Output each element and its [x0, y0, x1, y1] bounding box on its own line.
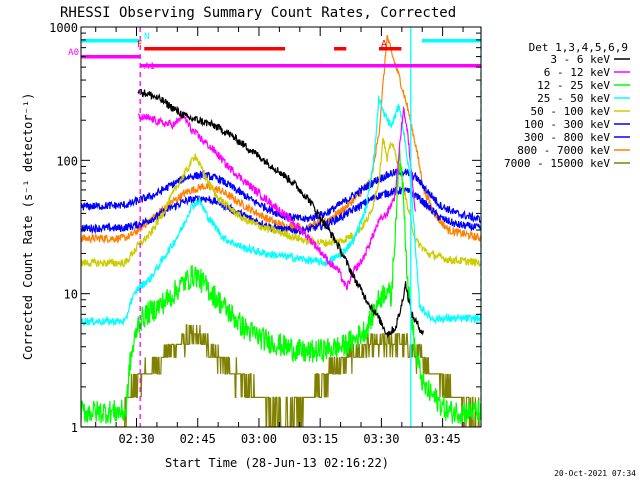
- top-bar-A1-0: [140, 64, 482, 68]
- legend-label-4: 50 - 100 keV: [531, 105, 611, 118]
- y-axis-label: Corrected Count Rate (s⁻¹ detector⁻¹): [21, 93, 35, 360]
- top-bar-F-2: [378, 47, 402, 51]
- legend-label-8: 7000 - 15000 keV: [504, 157, 610, 170]
- legend-label-6: 300 - 800 keV: [524, 131, 610, 144]
- plot-area: [81, 34, 481, 427]
- legend-label-3: 25 - 50 keV: [537, 92, 610, 105]
- x-tick-label-4: 03:30: [363, 432, 399, 446]
- chart-title: RHESSI Observing Summary Count Rates, Co…: [60, 5, 456, 21]
- legend-label-5: 100 - 300 keV: [524, 118, 610, 131]
- legend-label-2: 12 - 25 keV: [537, 79, 610, 92]
- y-tick-label-2: 100: [56, 154, 78, 168]
- series-line-1: [137, 105, 416, 291]
- top-bar-N-0: [81, 39, 141, 43]
- series-line-0: [137, 88, 425, 339]
- y-tick-label-1: 10: [64, 288, 78, 302]
- x-tick-label-1: 02:45: [180, 432, 216, 446]
- top-bar-N-1: [421, 39, 481, 43]
- legend-label-0: 3 - 6 keV: [550, 53, 610, 66]
- top-bar-A0-0: [81, 55, 141, 59]
- series-line-2: [81, 145, 481, 424]
- y-tick-label-0: 1: [71, 421, 78, 435]
- x-tick-label-2: 03:00: [241, 432, 277, 446]
- x-tick-label-3: 03:15: [302, 432, 338, 446]
- top-bar-label-N: N: [144, 32, 149, 42]
- x-tick-label-0: 02:30: [118, 432, 154, 446]
- x-tick-label-5: 03:45: [425, 432, 461, 446]
- legend-label-1: 6 - 12 keV: [544, 66, 611, 79]
- footer-timestamp: 20-Oct-2021 07:34: [554, 469, 636, 478]
- annotation-0: A: [381, 39, 387, 50]
- top-bar-F-0: [144, 47, 286, 51]
- legend-label-7: 800 - 7000 keV: [517, 144, 610, 157]
- legend-title: Det 1,3,4,5,6,9: [529, 41, 628, 54]
- top-bar-label-A1: A1: [144, 62, 155, 72]
- series-line-3: [81, 95, 481, 327]
- top-bar-F-1: [334, 47, 347, 51]
- top-bar-label-F: F: [137, 40, 142, 50]
- top-bar-label-A0: A0: [68, 48, 79, 58]
- plot-frame: [80, 26, 482, 428]
- x-axis-label: Start Time (28-Jun-13 02:16:22): [165, 456, 389, 470]
- y-tick-label-3: 1000: [49, 21, 78, 35]
